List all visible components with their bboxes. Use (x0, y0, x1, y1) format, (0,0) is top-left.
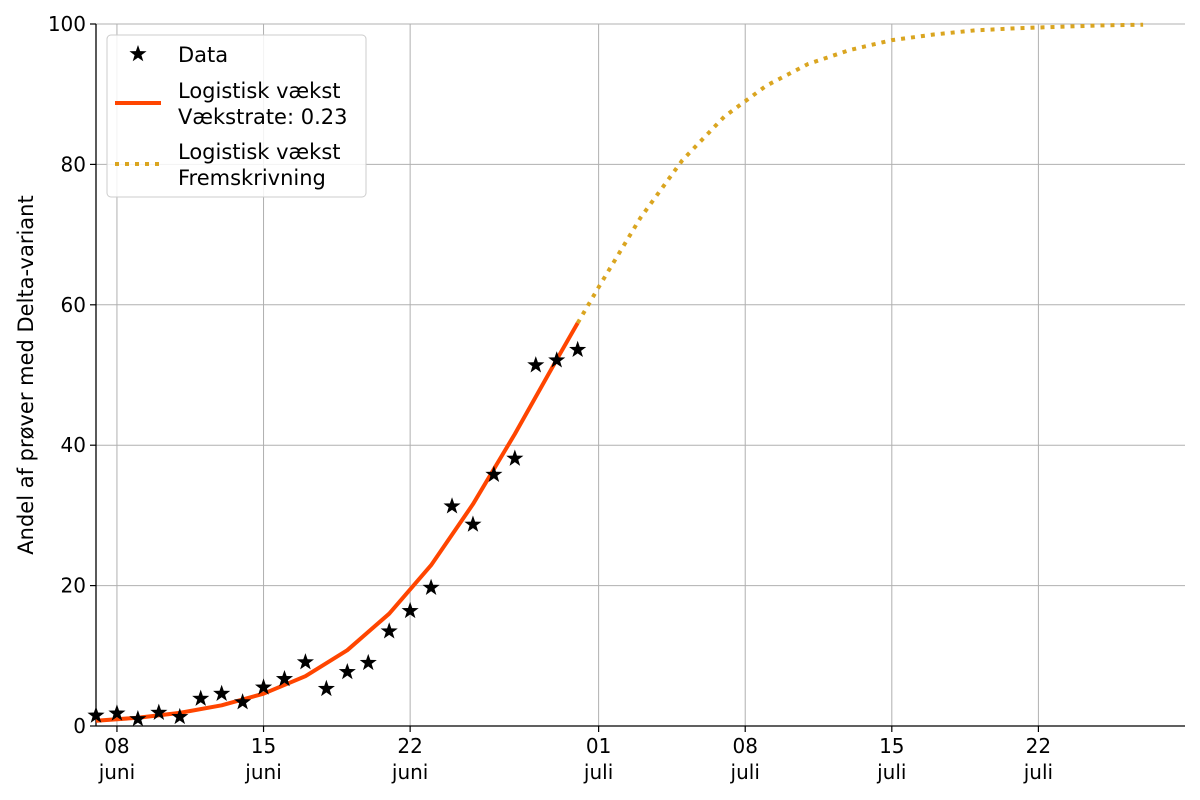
x-tick-label-month: juli (730, 760, 760, 784)
data-point-star (464, 515, 482, 532)
x-tick-label-day: 08 (104, 734, 129, 758)
data-point-star (317, 679, 335, 697)
data-point-star (254, 678, 273, 695)
data-point-star (569, 340, 587, 358)
y-tick-label: 40 (61, 433, 86, 457)
data-point-star (422, 578, 440, 595)
data-point-star (527, 356, 545, 373)
data-point-star (338, 662, 356, 680)
x-tick-label-month: juli (583, 760, 613, 784)
data-point-star (401, 601, 419, 619)
y-tick-label: 100 (48, 12, 86, 36)
x-tick-label-month: juli (1023, 760, 1053, 784)
data-point-star (380, 622, 398, 639)
data-point-star (213, 684, 231, 701)
data-point-star (150, 703, 168, 720)
legend-label: Vækstrate: 0.23 (178, 105, 348, 129)
x-tick-label-day: 01 (586, 734, 611, 758)
legend-marker-star (129, 45, 147, 62)
data-point-star (234, 693, 252, 710)
series-layer (87, 22, 1144, 727)
x-tick-label-month: juni (244, 760, 281, 784)
data-point-star (443, 497, 461, 514)
axes (90, 23, 1185, 732)
data-point-star (129, 709, 147, 727)
x-tick-label-month: juli (876, 760, 906, 784)
grid-lines (96, 23, 1185, 727)
data-point-star (171, 707, 189, 725)
x-tick-label-day: 08 (732, 734, 757, 758)
legend-label: Logistisk vækst (178, 79, 341, 103)
data-point-star (506, 449, 524, 466)
x-tick-label-day: 15 (879, 734, 904, 758)
x-tick-label-day: 22 (397, 734, 422, 758)
y-tick-label: 0 (73, 714, 86, 738)
y-axis-label: Andel af prøver med Delta-variant (14, 195, 38, 554)
data-point-star (87, 706, 105, 723)
logistic-fit-line (95, 322, 580, 723)
data-point-star (485, 465, 503, 482)
x-tick-label-month: juni (391, 760, 428, 784)
x-tick-label-month: juni (98, 760, 135, 784)
legend-label: Logistisk vækst (178, 140, 341, 164)
y-tick-label: 20 (61, 574, 86, 598)
data-point-star (548, 351, 566, 368)
x-tick-label-day: 15 (251, 734, 276, 758)
tick-labels: 02040608010008juni15juni22juni01juli08ju… (48, 12, 1053, 784)
legend-box (106, 34, 367, 198)
projection-line (575, 22, 1144, 325)
data-point-star (296, 653, 314, 670)
x-tick-label-day: 22 (1026, 734, 1051, 758)
y-tick-label: 60 (61, 293, 86, 317)
y-tick-label: 80 (61, 152, 86, 176)
data-point-star (108, 704, 126, 721)
data-point-star (192, 689, 210, 706)
legend-label: Fremskrivning (178, 166, 326, 190)
data-point-star (275, 669, 294, 687)
legend-label: Data (178, 43, 228, 67)
data-point-star (359, 653, 377, 671)
